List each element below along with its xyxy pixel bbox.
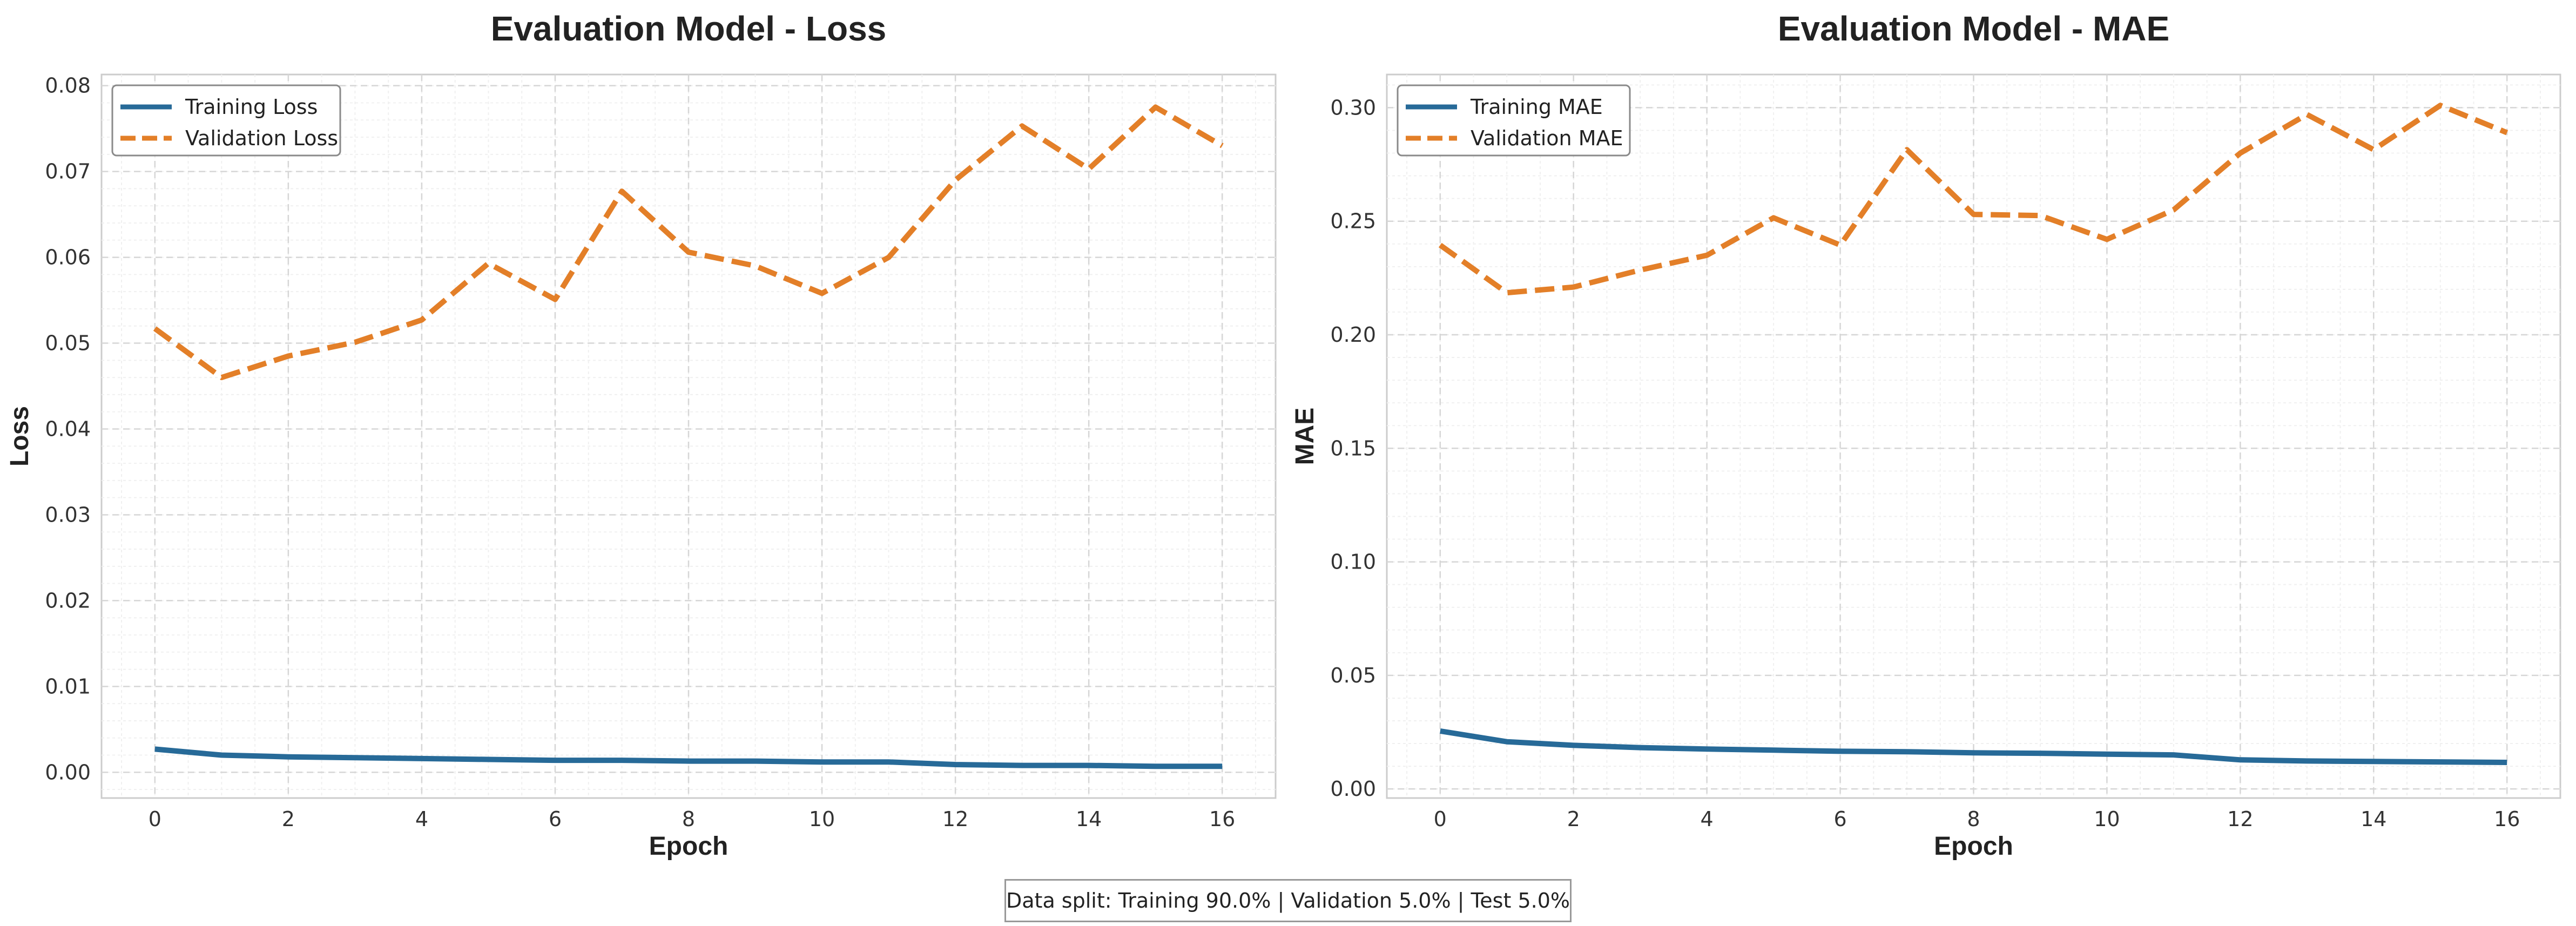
loss-chart-title: Evaluation Model - Loss — [491, 9, 887, 48]
loss-x-tick-label: 8 — [682, 807, 695, 831]
data-split-text: Data split: Training 90.0% | Validation … — [1006, 889, 1570, 913]
mae-chart-panel: Evaluation Model - MAE 0 2 4 6 8 10 12 14 16 0.00… — [1291, 9, 2561, 861]
mae-legend-validation-label: Validation MAE — [1471, 126, 1623, 150]
loss-x-tick-label: 2 — [282, 807, 295, 831]
loss-y-tick-label: 0.01 — [45, 674, 91, 698]
mae-x-tick-label: 14 — [2361, 807, 2386, 831]
loss-chart-panel: Evaluation Model - Loss 0 2 4 6 8 10 12 14 16 0.0… — [5, 9, 1277, 861]
mae-x-tick-label: 2 — [1567, 807, 1580, 831]
mae-y-tick-label: 0.25 — [1330, 209, 1376, 233]
mae-y-tick-label: 0.15 — [1330, 436, 1376, 460]
loss-x-axis-label: Epoch — [649, 832, 729, 861]
mae-series-training-line — [1440, 728, 2507, 765]
mae-x-tick-label: 8 — [1967, 807, 1980, 831]
loss-y-tick-label: 0.02 — [45, 589, 91, 612]
loss-y-axis-label: Loss — [5, 406, 34, 467]
mae-x-tick-label: 12 — [2227, 807, 2253, 831]
mae-chart-title: Evaluation Model - MAE — [1778, 9, 2169, 48]
loss-x-tick-label: 14 — [1076, 807, 1102, 831]
mae-y-tick-label: 0.20 — [1330, 323, 1376, 347]
loss-x-tick-label: 0 — [149, 807, 161, 831]
loss-legend-validation-label: Validation Loss — [185, 126, 338, 150]
mae-x-tick-label: 10 — [2094, 807, 2120, 831]
mae-x-tick-label: 6 — [1833, 807, 1846, 831]
loss-x-tick-label: 16 — [1209, 807, 1235, 831]
loss-y-tick-label: 0.04 — [45, 417, 91, 441]
loss-x-tick-label: 12 — [942, 807, 968, 831]
loss-x-tick-label: 6 — [549, 807, 562, 831]
loss-series-validation-line — [153, 104, 1224, 381]
mae-x-tick-label: 4 — [1701, 807, 1714, 831]
loss-x-tick-label: 4 — [415, 807, 428, 831]
loss-y-tick-label: 0.05 — [45, 332, 91, 355]
loss-y-tick-label: 0.06 — [45, 246, 91, 269]
mae-series-validation-line — [1438, 103, 2508, 296]
mae-y-axis-label: MAE — [1291, 408, 1319, 465]
loss-x-tick-label: 10 — [809, 807, 835, 831]
mae-x-tick-label: 16 — [2494, 807, 2520, 831]
mae-y-tick-label: 0.10 — [1330, 550, 1376, 574]
mae-y-tick-label: 0.00 — [1330, 777, 1376, 801]
mae-legend-training-label: Training MAE — [1470, 95, 1603, 119]
loss-y-tick-label: 0.07 — [45, 160, 91, 184]
loss-legend-training-label: Training Loss — [185, 95, 318, 119]
mae-x-tick-label: 0 — [1434, 807, 1447, 831]
loss-y-tick-label: 0.08 — [45, 74, 91, 98]
data-split-note: Data split: Training 90.0% | Validation … — [1004, 879, 1572, 922]
mae-y-tick-label: 0.05 — [1330, 664, 1376, 687]
loss-y-tick-label: 0.03 — [45, 503, 91, 526]
loss-series-training-line — [154, 746, 1223, 769]
mae-y-tick-label: 0.30 — [1330, 96, 1376, 119]
mae-x-axis-label: Epoch — [1934, 832, 2013, 861]
loss-y-tick-label: 0.00 — [45, 760, 91, 784]
